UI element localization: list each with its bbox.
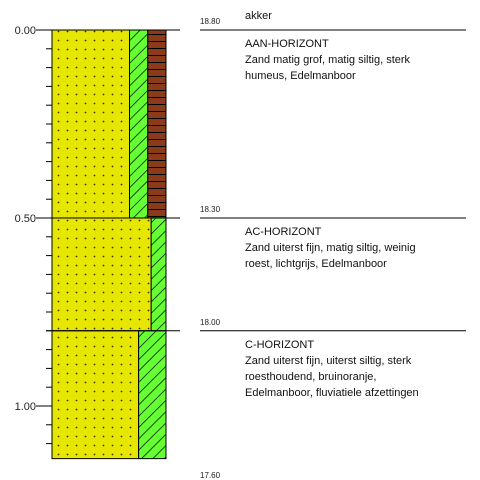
horizon-description: Zand uiterst fijn, uiterst siltig, sterk [245,355,412,367]
depth-tick-label: 0.50 [15,213,36,225]
horizon-title: C-HORIZONT [245,339,314,351]
depth-tick-label: 0.00 [15,25,36,37]
soil-column [46,29,180,460]
horizon-title: AAN-HORIZONT [245,38,329,50]
horizon-description: roesthoudend, bruinoranje, [245,371,376,383]
silt-hatch-fill [150,217,167,332]
elevation-label: 17.60 [200,471,221,480]
sand-fill [51,29,131,219]
sand-fill [51,330,140,460]
sand-fill [51,217,152,332]
horizon-description: Zand matig grof, matig siltig, sterk [245,54,411,66]
silt-hatch-fill [129,29,149,219]
layer-descriptions: akker 18.80 AAN-HORIZONT Zand matig grof, m… [200,10,466,480]
horizon-title: AC-HORIZONT [245,226,322,238]
humus-fill [147,29,167,219]
elevation-label: 18.00 [200,318,221,327]
horizon-description: Edelmanboor, fluviatiele afzettingen [245,387,419,399]
horizon-description: Zand uiterst fijn, matig siltig, weinig [245,242,416,254]
silt-hatch-fill [138,330,167,460]
horizon-description: roest, lichtgrijs, Edelmanboor [245,258,387,270]
horizon-description: humeus, Edelmanboor [245,70,356,82]
elevation-label: 18.30 [200,205,221,214]
depth-tick-label: 1.00 [15,401,36,413]
land-use-label: akker [245,10,272,22]
depth-axis: 0.00 0.50 1.00 [15,25,52,445]
elevation-label: 18.80 [200,17,221,26]
